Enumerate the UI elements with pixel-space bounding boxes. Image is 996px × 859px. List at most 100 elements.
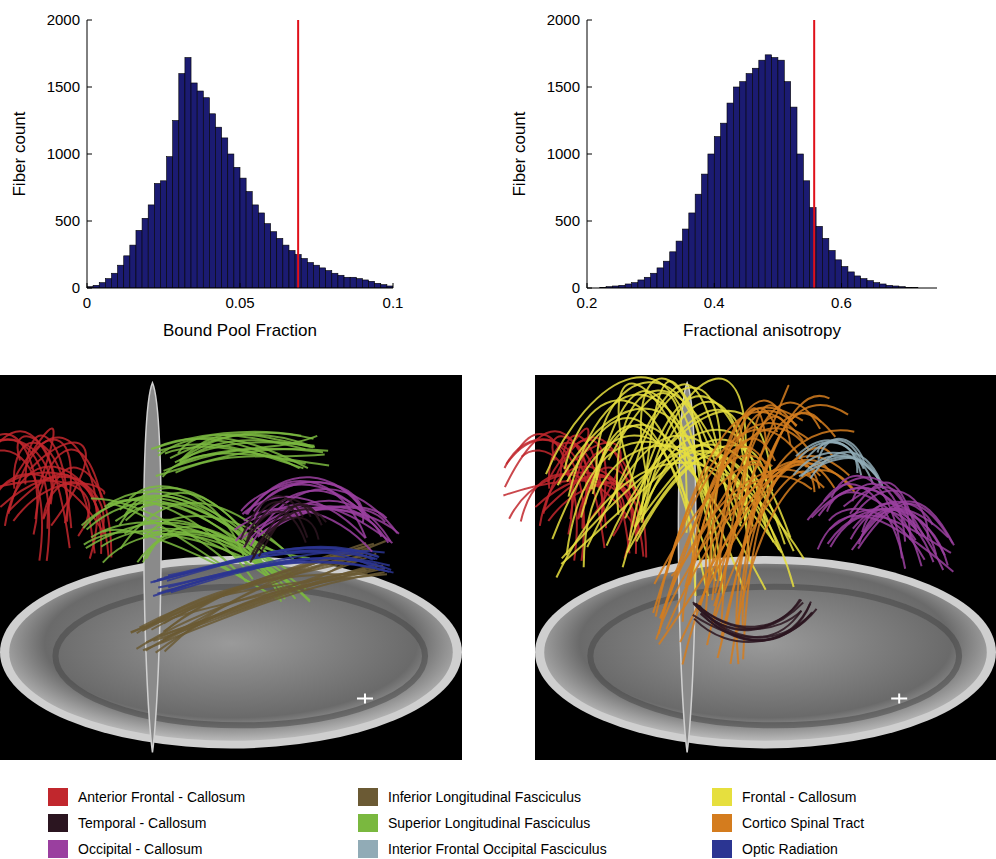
hist-bar [727,103,733,288]
hist-bar [880,284,886,288]
legend-label: Optic Radiation [742,841,838,857]
fiber-strand [862,504,936,555]
fiber-strand [131,570,367,632]
hist-bar [682,229,688,288]
hist-bar [638,280,644,288]
fiber-strand [807,477,924,536]
y-tick-label: 2000 [547,11,580,28]
fiber-strand [721,403,820,630]
hist-bar [185,58,191,288]
y-tick [587,288,592,289]
hist-bar [721,123,727,288]
fiber-strand [829,509,925,560]
hist-bar [148,205,154,288]
legend-label: Superior Longitudinal Fasciculus [388,815,590,831]
sagittal-slice [144,383,161,753]
legend-label: Inferior Longitudinal Fasciculus [388,789,581,805]
fiber-strand [162,554,377,642]
fiber-strand [178,436,317,465]
fiber-strand [153,562,393,596]
hist-bar [733,87,739,288]
hist-bar [835,260,841,288]
tractography-image [503,375,996,760]
hist-bar [167,157,173,288]
y-tick-label: 1500 [547,78,580,95]
head-outline [0,556,462,749]
y-tick [87,221,92,222]
hist-bar [759,60,765,288]
threshold-line [813,20,815,288]
hist-bar [746,74,752,288]
y-tick-label: 0 [72,279,80,296]
legend-label: Cortico Spinal Tract [742,815,864,831]
hist-bar [854,276,860,288]
hist-bar [765,55,771,288]
legend-label: Occipital - Callosum [78,841,202,857]
y-tick-label: 2000 [47,11,80,28]
threshold-line [297,20,299,288]
hist-bar [362,280,368,288]
x-tick [240,283,241,288]
hist-bar [663,261,669,288]
y-tick [587,221,592,222]
legend-label: Frontal - Callosum [742,789,856,805]
hist-bar [822,238,828,288]
hist-bar [356,279,362,288]
fiber-strand [852,501,954,550]
hist-bar [142,218,148,288]
hist-bar [829,250,835,288]
hist-bar [130,245,136,288]
legend-swatch [48,814,68,832]
y-tick [87,154,92,155]
hist-bar [264,224,270,288]
hist-bar [350,277,356,288]
hist-bar [651,273,657,288]
fiber-strand [699,602,803,630]
histogram-panel: 050010001500200000.050.1Bound Pool Fract… [10,11,403,340]
hist-bar [228,154,234,288]
hist-bar [702,174,708,288]
hist-bar [344,277,350,288]
fiber-strand [0,431,70,548]
legend-swatch [712,840,732,858]
hist-bar [105,279,111,288]
hist-bar [111,273,117,288]
fiber-strand [259,504,320,557]
hist-bar [307,263,313,288]
hist-bar [797,154,803,288]
fiber-strand [129,486,246,565]
x-tick-label: 0.2 [577,294,598,311]
x-tick [714,283,715,288]
hist-bar [246,192,252,288]
y-tick [587,154,592,155]
hist-bar [240,178,246,288]
fiber-strand [157,558,391,593]
hist-bar [676,241,682,288]
hist-bar [816,226,822,288]
hist-bar [277,238,283,288]
fiber-strand [25,436,67,522]
y-axis-title: Fiber count [10,111,29,196]
legend-swatch [48,840,68,858]
hist-bar [848,272,854,288]
x-tick-label: 0 [83,294,91,311]
hist-bar [332,273,338,288]
y-axis-title: Fiber count [510,111,529,196]
hist-bar [873,283,879,288]
hist-bar [326,271,332,288]
fiber-strand [848,490,927,539]
hist-bar [842,267,848,288]
orientation-marker [357,693,373,703]
fiber-strand [18,436,53,519]
bars [87,20,393,288]
tractography-image [0,375,462,760]
hist-bar [778,60,784,288]
fiber-strand [252,517,319,555]
hist-bar [289,250,295,288]
hist-bar [772,58,778,288]
cortex-fold [590,587,959,726]
hist-bar [803,181,809,288]
hist-bar [338,275,344,288]
x-tick-label: 0.05 [225,294,254,311]
legend-label: Anterior Frontal - Callosum [78,789,245,805]
